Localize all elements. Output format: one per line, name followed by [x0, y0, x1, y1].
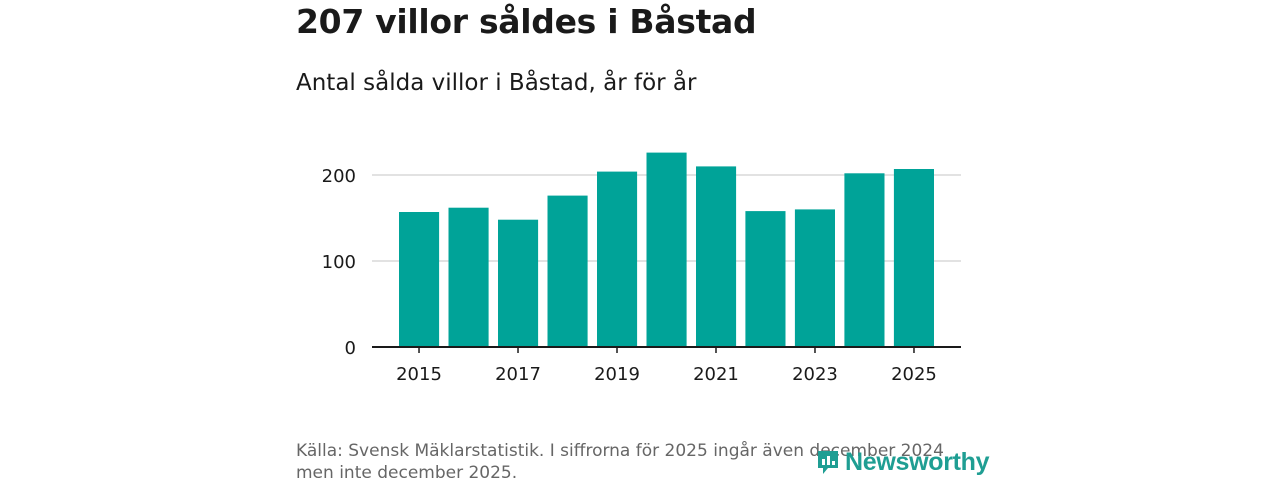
bar-chart: 0 100 200 2015 2017 2019 2021 2023 2025: [322, 152, 961, 385]
tick-labels: 0 100 200 2015 2017 2019 2021 2023 2025: [322, 166, 937, 385]
y-tick-label: 0: [345, 338, 356, 359]
x-tick-label: 2019: [594, 364, 640, 385]
source-line-1: Källa: Svensk Mäklarstatistik. I siffror…: [296, 441, 944, 461]
bar-2019: [597, 171, 638, 347]
axes: [372, 346, 961, 353]
source-line-2: men inte december 2025.: [296, 463, 518, 483]
bar-2024: [844, 173, 885, 347]
x-tick-label: 2015: [396, 364, 442, 385]
chart-title: 207 villor såldes i Båstad: [296, 2, 757, 41]
bar-2025: [893, 169, 934, 347]
bar-2023: [794, 209, 835, 347]
bar-2020: [646, 152, 687, 347]
bars: [399, 152, 934, 347]
x-tick-label: 2025: [891, 364, 937, 385]
bar-2015: [399, 212, 440, 347]
x-tick-label: 2021: [693, 364, 739, 385]
bar-2021: [696, 166, 737, 347]
x-tick-label: 2017: [495, 364, 541, 385]
brand-name: Newsworthy: [845, 447, 990, 476]
y-tick-label: 100: [322, 252, 356, 273]
bar-2017: [498, 219, 539, 347]
y-tick-label: 200: [322, 166, 356, 187]
bar-2018: [547, 195, 588, 347]
newsworthy-logo[interactable]: Newsworthy: [815, 446, 990, 478]
chart-subtitle: Antal sålda villor i Båstad, år för år: [296, 70, 697, 96]
bar-2022: [745, 211, 786, 347]
x-tick-label: 2023: [792, 364, 838, 385]
bar-chart-logo-icon: [818, 451, 838, 474]
bar-2016: [448, 207, 489, 347]
source-note: Källa: Svensk Mäklarstatistik. I siffror…: [296, 440, 956, 484]
